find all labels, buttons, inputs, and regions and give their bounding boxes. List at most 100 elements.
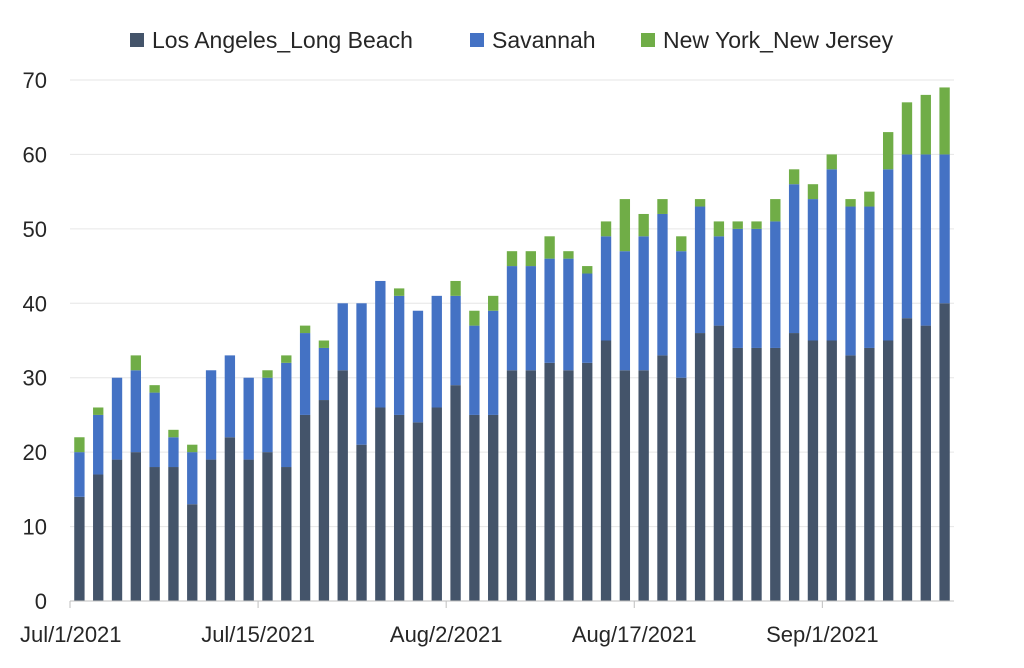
bar-segment [149,385,160,393]
bar-segment [638,370,649,601]
bar-segment [469,310,480,326]
bar-segment [582,362,593,601]
bar-segment [299,333,311,415]
bar-segment [469,414,480,601]
bar-segment [168,437,179,468]
y-tick-label: 70 [23,68,47,93]
bar-segment [224,355,236,438]
bar-segment [619,370,631,601]
bar-segment [431,407,442,601]
bar-segment [807,184,819,200]
bar-segment [525,370,536,601]
x-tick-label: Jul/1/2021 [20,622,122,647]
bar-segment [412,422,424,601]
bar-segment [450,385,461,601]
bar-segment [676,251,687,378]
x-tick-label: Jul/15/2021 [201,622,315,647]
bar-segment [488,414,499,601]
bar-segment [638,213,649,237]
y-tick-label: 60 [23,142,47,167]
bar-segment [506,370,518,601]
bar-segment [657,355,668,601]
bar-segment [882,169,894,341]
bar-segment [826,340,837,601]
bar-segment [920,154,931,326]
bar-segment [205,459,217,601]
bar-segment [619,199,631,252]
bar-segment [845,355,856,601]
bar-segment [74,496,85,601]
bar-segment [713,221,725,237]
bar-segment [713,325,725,601]
y-tick-label: 0 [35,589,47,614]
bar-segment [149,467,160,601]
bar-segment [676,236,687,252]
bar-segment [920,94,931,155]
bar-segment [901,102,913,155]
bar-segment [807,340,819,601]
bar-segment [130,355,142,371]
bar-segment [111,377,123,460]
bar-segment [600,340,612,601]
bar-segment [864,206,875,348]
y-axis: 0 10 20 30 40 50 60 70 [23,68,47,614]
bar-segment [582,273,593,363]
bar-segment [93,474,104,601]
bars [74,87,950,601]
legend-swatch [130,33,144,47]
bar-segment [412,310,424,423]
bar-segment [770,347,781,601]
bar-segment [281,355,292,363]
bar-segment [243,459,254,601]
bar-segment [356,444,367,601]
bar-segment [563,258,574,371]
bar-segment [281,362,292,468]
bar-segment [732,228,743,348]
bar-segment [318,400,330,601]
bar-segment [694,333,706,601]
bar-segment [525,251,536,267]
bar-segment [676,377,687,601]
x-tick-label: Aug/2/2021 [390,622,503,647]
bar-segment [826,154,837,170]
bar-segment [657,199,668,214]
bar-segment [544,236,555,259]
bar-segment [93,414,104,475]
x-tick-label: Sep/1/2021 [766,622,879,647]
bar-segment [299,325,311,334]
bar-segment [864,347,875,601]
bar-segment [337,303,348,371]
bar-segment [168,467,179,601]
bar-segment [74,437,85,453]
bar-segment [807,199,819,341]
bar-segment [262,377,273,453]
bar-segment [111,459,123,601]
legend-item: New York_New Jersey [641,27,894,53]
bar-segment [582,266,593,274]
bar-segment [337,370,348,601]
legend-label: Savannah [492,27,596,53]
bar-segment [732,221,743,229]
bar-segment [619,251,631,371]
bar-segment [864,191,875,207]
y-tick-label: 20 [23,440,47,465]
bar-segment [187,504,198,601]
bar-segment [74,452,85,497]
legend: Los Angeles_Long Beach Savannah New York_N… [130,27,894,53]
bar-segment [375,407,386,601]
bar-segment [788,184,800,334]
bar-segment [318,347,330,401]
legend-item: Savannah [470,27,596,53]
bar-segment [694,199,706,207]
bar-segment [882,340,894,601]
bar-segment [563,251,574,259]
bar-segment [939,154,950,304]
bar-segment [224,437,236,601]
y-tick-label: 50 [23,217,47,242]
bar-segment [638,236,649,371]
legend-label: New York_New Jersey [663,27,894,53]
bar-segment [506,266,518,371]
bar-segment [751,221,762,229]
bar-segment [901,154,913,319]
